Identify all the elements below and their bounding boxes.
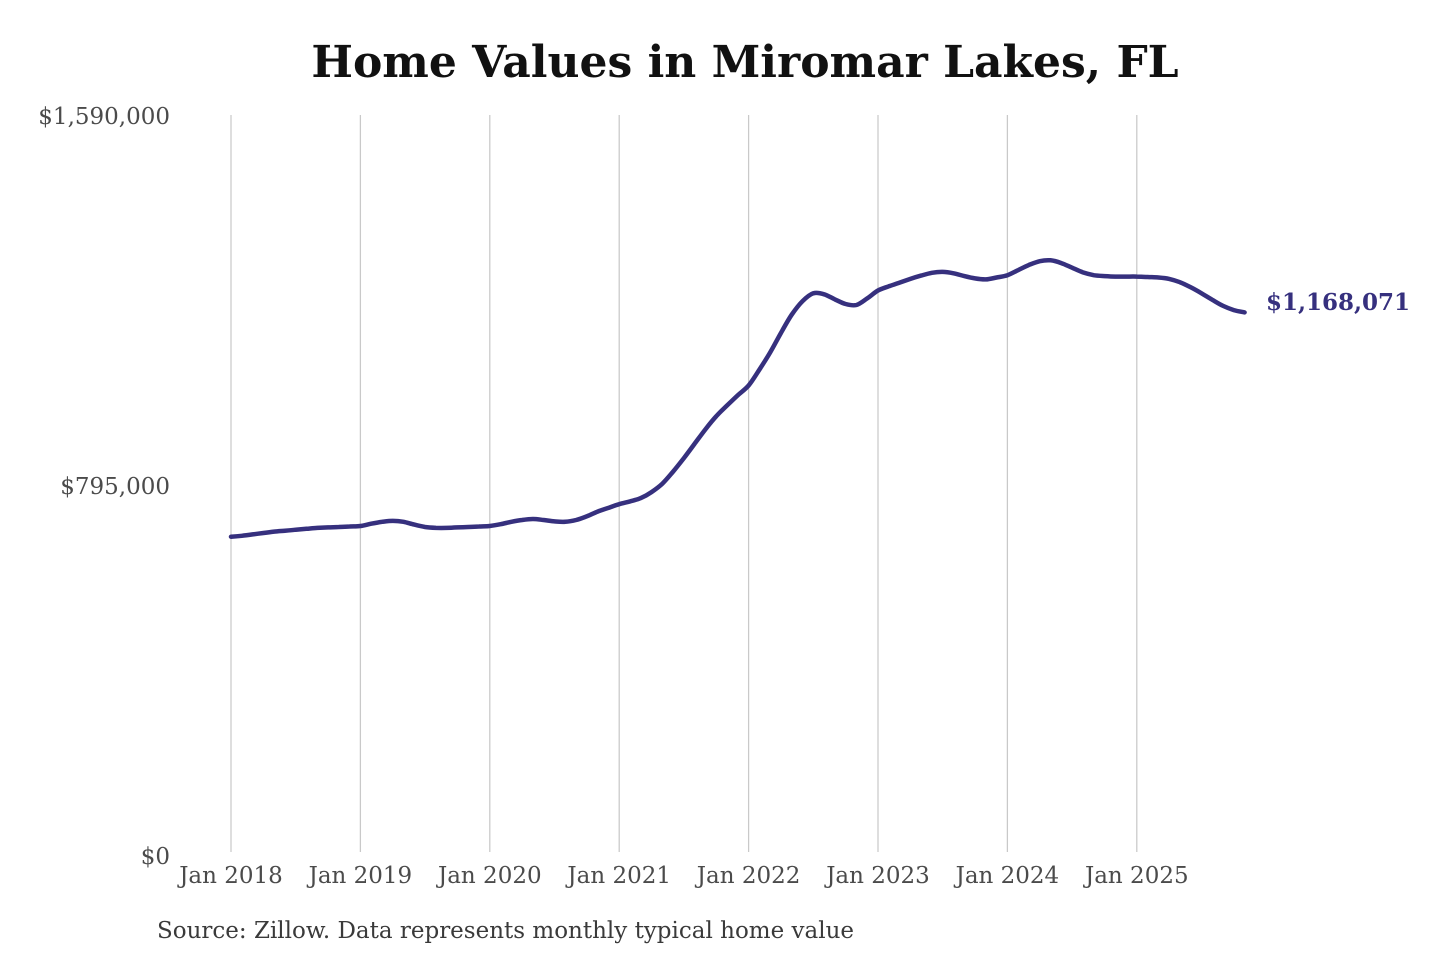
chart-title: Home Values in Miromar Lakes, FL (311, 37, 1179, 88)
x-axis-label: Jan 2025 (1083, 863, 1189, 889)
y-axis-label: $1,590,000 (38, 104, 170, 130)
x-axis-label: Jan 2019 (307, 863, 413, 889)
x-axis-label: Jan 2022 (695, 863, 801, 889)
x-axis-label: Jan 2020 (436, 863, 542, 889)
x-axis-label: Jan 2023 (824, 863, 930, 889)
home-value-line (228, 257, 1247, 539)
source-note: Source: Zillow. Data represents monthly … (157, 918, 855, 944)
x-axis-label: Jan 2021 (565, 863, 671, 889)
y-axis-labels: $0 $795,000 $1,590,000 (38, 104, 170, 870)
x-axis-labels: Jan 2018 Jan 2019 Jan 2020 Jan 2021 Jan 2022… (177, 863, 1188, 889)
latest-value-label: $1,168,071 (1266, 289, 1411, 316)
gridlines (230, 115, 1138, 852)
x-axis-label: Jan 2018 (177, 863, 283, 889)
x-axis-label: Jan 2024 (954, 863, 1060, 889)
y-axis-label: $0 (141, 844, 170, 870)
y-axis-label: $795,000 (60, 474, 170, 500)
